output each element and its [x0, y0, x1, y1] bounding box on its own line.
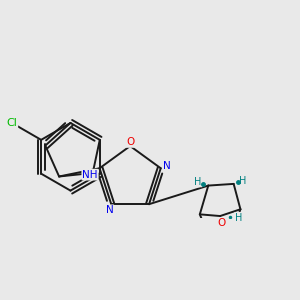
- Text: N: N: [106, 205, 113, 215]
- Text: H: H: [235, 213, 242, 223]
- Text: Cl: Cl: [6, 118, 17, 128]
- Text: O: O: [126, 137, 134, 147]
- Text: N: N: [163, 160, 171, 170]
- Text: O: O: [218, 218, 226, 229]
- Text: H: H: [239, 176, 247, 185]
- Text: NH: NH: [82, 169, 98, 180]
- Text: H: H: [194, 176, 202, 187]
